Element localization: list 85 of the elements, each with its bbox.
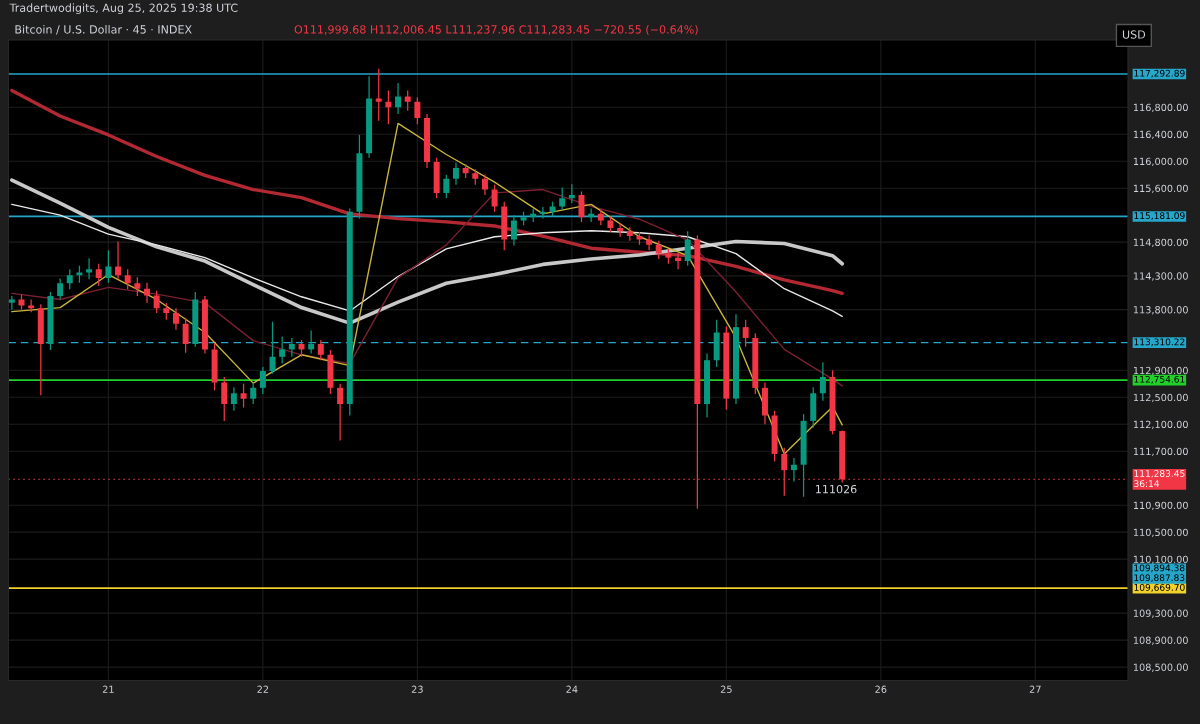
y-tick-label: 116,000.00: [1133, 157, 1188, 167]
x-tick-label: 21: [102, 685, 114, 693]
text: USD: [1122, 30, 1146, 39]
candlestick: [568, 183, 575, 204]
candlestick: [404, 89, 411, 112]
candlestick: [375, 68, 382, 122]
ref-line-label: 112,754.61: [1134, 375, 1185, 384]
candlestick: [414, 96, 421, 125]
line-series: [10, 88, 844, 296]
candlestick: [115, 240, 122, 280]
x-tick-label: 27: [1029, 685, 1041, 693]
x-tick-label: 24: [566, 685, 578, 693]
annotation: 111026: [816, 484, 857, 494]
y-tick-label: 116,800.00: [1133, 103, 1188, 113]
y-tick-label: 114,300.00: [1133, 272, 1188, 281]
candlestick: [230, 386, 237, 412]
text: 109,887.83: [1134, 574, 1185, 583]
text: 109,894.38: [1134, 564, 1185, 573]
y-tick-label: 108,500.00: [1133, 663, 1188, 672]
candlestick: [95, 263, 102, 287]
candlestick: [259, 366, 266, 395]
candlestick: [646, 234, 653, 251]
y-tick-label: 108,900.00: [1133, 636, 1188, 645]
candlestick: [57, 277, 64, 301]
candlestick: [317, 339, 324, 361]
ref-line-label: 109,669.70: [1134, 583, 1185, 592]
line-series: [11, 188, 843, 387]
chart-title: Bitcoin / U.S. Dollar · 45 · INDEX: [15, 25, 192, 35]
candlestick: [675, 252, 682, 270]
line-series: [11, 203, 843, 318]
candlestick: [385, 89, 392, 125]
y-tick-label: 114,800.00: [1133, 238, 1188, 247]
y-tick-label: 110,900.00: [1133, 501, 1188, 511]
candlestick: [172, 307, 179, 331]
y-tick-label: 110,100.00: [1133, 555, 1188, 564]
candlestick: [66, 268, 73, 290]
x-tick-label: 23: [411, 685, 423, 693]
y-tick-label: 113,800.00: [1133, 306, 1188, 315]
candlestick: [617, 222, 624, 238]
candlestick: [86, 257, 93, 280]
candlestick: [655, 240, 662, 260]
x-tick-label: 26: [875, 685, 887, 693]
candlestick: [559, 186, 566, 211]
y-tick-label: 110,500.00: [1133, 528, 1188, 537]
candlestick: [182, 317, 189, 354]
text: Tradertwodigits, Aug 25, 2025 19:38 UTC: [9, 3, 238, 15]
candlestick: [250, 381, 257, 405]
line-series: [10, 178, 845, 325]
candlestick: [395, 82, 402, 115]
candlestick: [144, 282, 150, 304]
ref-line-label: 113,310.22: [1134, 338, 1185, 347]
y-tick-label: 112,900.00: [1133, 366, 1188, 376]
candlestick: [481, 174, 488, 196]
candlestick: [308, 329, 315, 355]
y-tick-label: 111,700.00: [1133, 447, 1188, 457]
candlestick: [134, 276, 141, 297]
y-tick-label: 112,500.00: [1133, 393, 1188, 403]
candlestick: [337, 383, 344, 442]
candlestick: [491, 184, 498, 213]
candlestick: [742, 319, 749, 348]
chart-subtitle: O111,999.68 H112,006.45 L111,237.96 C111,283.45 −720.55 (−0.64%): [294, 25, 698, 35]
candlestick: [124, 268, 131, 290]
candlestick: [288, 337, 295, 358]
candlestick: [279, 335, 286, 365]
ref-line-label: 117,292.89: [1134, 69, 1185, 78]
y-tick-label: 116,400.00: [1133, 130, 1188, 140]
candlestick: [221, 376, 228, 422]
x-tick-label: 22: [257, 685, 269, 693]
y-tick-label: 112,100.00: [1133, 420, 1188, 430]
y-tick-label: 109,300.00: [1133, 609, 1188, 618]
candlestick: [510, 214, 517, 247]
candlestick: [443, 174, 450, 199]
candlestick: [684, 230, 691, 267]
candlestick: [452, 161, 459, 186]
y-tick-label: 115,600.00: [1133, 184, 1188, 194]
candlestick: [269, 321, 276, 375]
candlestick: [790, 457, 797, 483]
ref-line-label: 115,181.09: [1134, 212, 1185, 220]
x-tick-label: 25: [720, 685, 732, 693]
ref-line-label: 111,283.45 36:14: [1134, 470, 1185, 488]
candlestick: [105, 249, 112, 284]
candlestick: [819, 361, 826, 402]
candlestick: [240, 383, 247, 409]
candlestick: [539, 206, 546, 220]
candlestick: [153, 290, 160, 314]
